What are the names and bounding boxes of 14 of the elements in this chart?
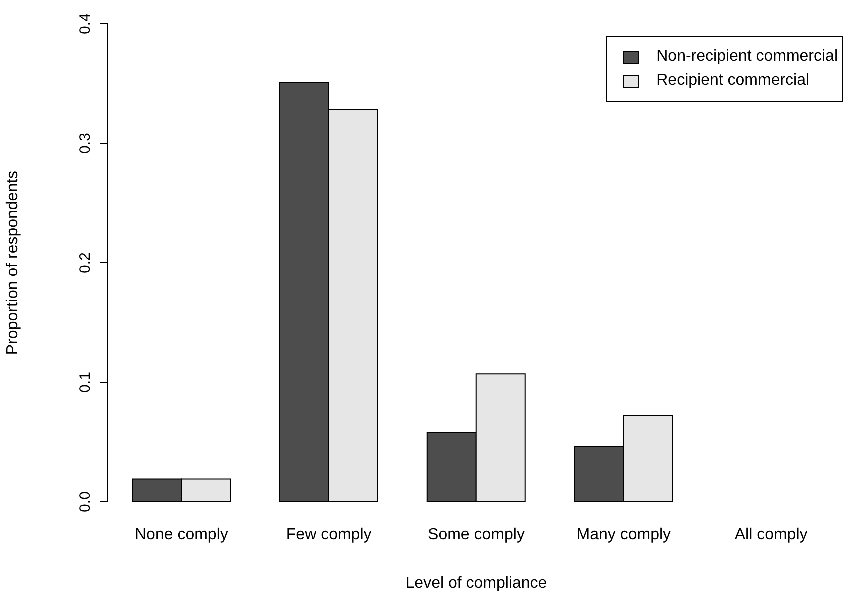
legend-label: Recipient commercial [656, 71, 810, 91]
y-tick-label: 0.2 [77, 252, 94, 274]
y-tick-label: 0.0 [77, 492, 94, 512]
x-axis-title: Level of compliance [406, 575, 548, 592]
x-tick-label: None comply [135, 526, 228, 544]
y-tick-label: 0.1 [77, 372, 94, 393]
x-tick-label: Many comply [576, 526, 672, 544]
x-tick-label: Few comply [286, 526, 372, 544]
x-tick-label: All comply [734, 526, 808, 544]
y-tick-label: 0.4 [77, 14, 94, 34]
y-axis-title: Proportion of respondents [4, 170, 22, 356]
x-tick-label: Some comply [428, 526, 525, 544]
y-tick-label: 0.3 [77, 133, 94, 154]
legend-label: Non-recipient commercial [656, 47, 838, 67]
